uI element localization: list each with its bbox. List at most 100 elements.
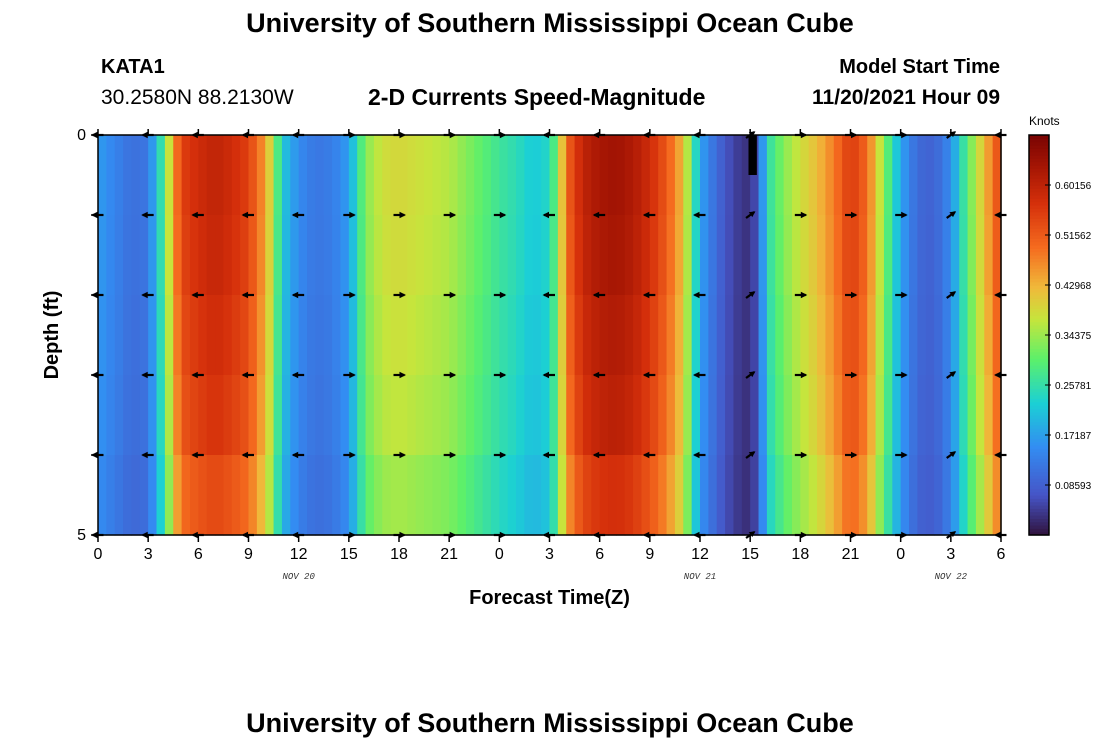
heatmap-cell [507, 215, 517, 296]
heatmap-cell [131, 375, 141, 456]
heatmap-cell [950, 295, 960, 376]
colorbar-segment [1029, 195, 1049, 199]
heatmap-cell [432, 455, 442, 536]
heatmap-cell [382, 135, 392, 216]
heatmap-cell [256, 135, 266, 216]
heatmap-cell [984, 375, 994, 456]
heatmap-cell [616, 455, 626, 536]
heatmap-cell [599, 455, 609, 536]
colorbar-segment [1029, 245, 1049, 249]
colorbar-segment [1029, 455, 1049, 459]
heatmap-cell [399, 455, 408, 536]
x-tick-label: 12 [290, 546, 308, 563]
heatmap-cell [950, 215, 960, 296]
vector-head [241, 211, 248, 219]
heatmap-cell [674, 375, 684, 456]
heatmap-cell [265, 215, 275, 296]
heatmap-cell [457, 135, 467, 216]
date-label: NOV 22 [935, 572, 968, 582]
heatmap-cell [256, 375, 266, 456]
colorbar-segment [1029, 351, 1049, 356]
heatmap-cell [123, 295, 133, 376]
heatmap-cell [549, 375, 559, 456]
colorbar-segment [1029, 451, 1049, 456]
heatmap-cell [984, 295, 994, 376]
vector-head [851, 371, 858, 379]
heatmap-cell [206, 215, 216, 296]
heatmap-cell [181, 135, 191, 216]
heatmap-cell [959, 455, 969, 536]
x-tick-label: 0 [495, 546, 504, 563]
heatmap-cell [181, 215, 191, 296]
heatmap-cell [532, 215, 542, 296]
colorbar-segment [1029, 181, 1049, 186]
heatmap-cell [348, 215, 358, 296]
vector-head [642, 211, 650, 219]
vector-head [800, 371, 808, 379]
colorbar-segment [1029, 288, 1049, 293]
heatmap-cell [716, 135, 726, 216]
heatmap-cell [984, 455, 994, 536]
heatmap-cell [875, 455, 885, 536]
heatmap-cell [725, 295, 735, 376]
heatmap-cell [189, 455, 199, 536]
heatmap-cell [206, 295, 216, 376]
current-vector [592, 451, 606, 459]
heatmap-cell [633, 135, 643, 216]
heatmap-cell [649, 455, 659, 536]
heatmap-cell [148, 215, 158, 296]
colorbar-segment [1029, 185, 1049, 189]
heatmap-cell [892, 215, 902, 296]
current-vector [946, 291, 957, 299]
heatmap-cell [959, 375, 969, 456]
heatmap-cell [240, 455, 250, 536]
heatmap-cell [549, 455, 559, 536]
vector-head [291, 371, 299, 379]
vector-head [642, 451, 650, 459]
vector-head [349, 371, 356, 379]
heatmap-cell [365, 295, 375, 376]
colorbar-segment [1029, 438, 1049, 443]
vector-head [141, 211, 148, 219]
heatmap-cell [641, 215, 651, 296]
vector-head [349, 291, 356, 299]
heatmap-cell [440, 295, 450, 376]
heatmap-cell [181, 455, 191, 536]
vector-head [800, 451, 808, 459]
heatmap-cell [499, 375, 509, 456]
x-axis: 0 3 6 9 12 15 18 21 0 3 6 9 12 15 18 21 0 3 6 NOV 20 NOV 21 N… [94, 129, 1006, 582]
heatmap-cell [323, 295, 333, 376]
heatmap-cell [700, 295, 709, 376]
current-vector [642, 451, 656, 459]
heatmap-cell [825, 455, 835, 536]
heatmap-cell [215, 375, 225, 456]
current-vector [794, 371, 808, 379]
current-vector [493, 371, 507, 379]
vector-head [542, 451, 549, 459]
heatmap-cell [641, 295, 651, 376]
colorbar-segment [1029, 291, 1049, 296]
heatmap-cell [582, 295, 592, 376]
colorbar-segment [1029, 368, 1049, 373]
heatmap-cell [750, 295, 760, 376]
heatmap-cell [942, 455, 952, 536]
current-vector [191, 211, 204, 219]
heatmap-cell [382, 215, 392, 296]
heatmap-cell [658, 215, 668, 296]
heatmap-cell [332, 455, 342, 536]
heatmap-cell [265, 295, 275, 376]
heatmap-cell [164, 295, 174, 376]
heatmap-cell [616, 375, 626, 456]
heatmap-cell [123, 375, 133, 456]
heatmap-cell [616, 135, 626, 216]
heatmap-cell [791, 295, 801, 376]
heatmap-cell [139, 295, 149, 376]
heatmap-cell [148, 455, 158, 536]
heatmap-cell [733, 455, 743, 536]
heatmap-cell [215, 455, 225, 536]
vector-head [291, 211, 299, 219]
heatmap-cell [532, 375, 542, 456]
page-title: University of Southern Mississippi Ocean… [246, 8, 854, 38]
heatmap-cell [123, 135, 133, 216]
heatmap-cell [465, 295, 475, 376]
